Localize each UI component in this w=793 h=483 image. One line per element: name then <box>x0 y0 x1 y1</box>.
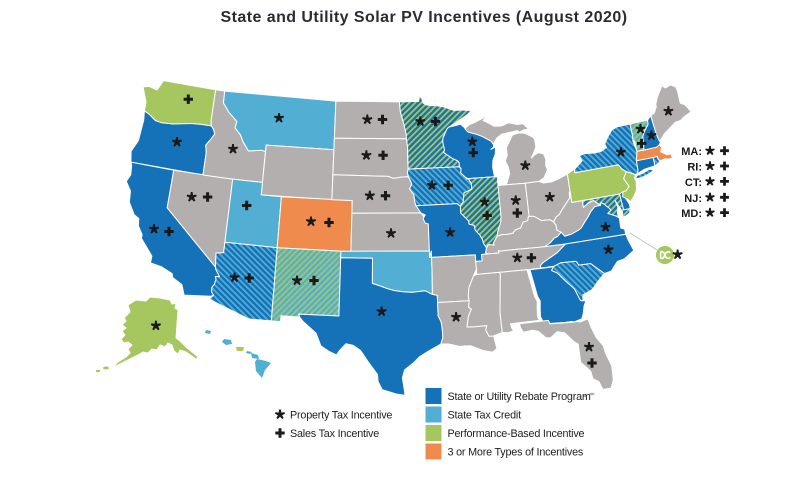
svg-text:Performance-Based Incentive: Performance-Based Incentive <box>448 428 585 440</box>
svg-text:Property Tax Incentive: Property Tax Incentive <box>290 409 392 421</box>
svg-text:3 or More Types of Incentives: 3 or More Types of Incentives <box>448 446 584 458</box>
svg-text:State or Utility Rebate Progra: State or Utility Rebate Program <box>448 391 591 403</box>
svg-text:Sales Tax Incentive: Sales Tax Incentive <box>290 428 379 440</box>
svg-text:NJ:: NJ: <box>684 193 702 205</box>
svg-text:MA:: MA: <box>681 146 702 158</box>
svg-text:MD:: MD: <box>681 208 702 220</box>
svg-text:RI:: RI: <box>687 162 702 174</box>
svg-text:CT:: CT: <box>685 177 702 189</box>
svg-text:State and Utility Solar PV Inc: State and Utility Solar PV Incentives (A… <box>220 9 627 26</box>
svg-text:State Tax Credit: State Tax Credit <box>448 409 522 421</box>
